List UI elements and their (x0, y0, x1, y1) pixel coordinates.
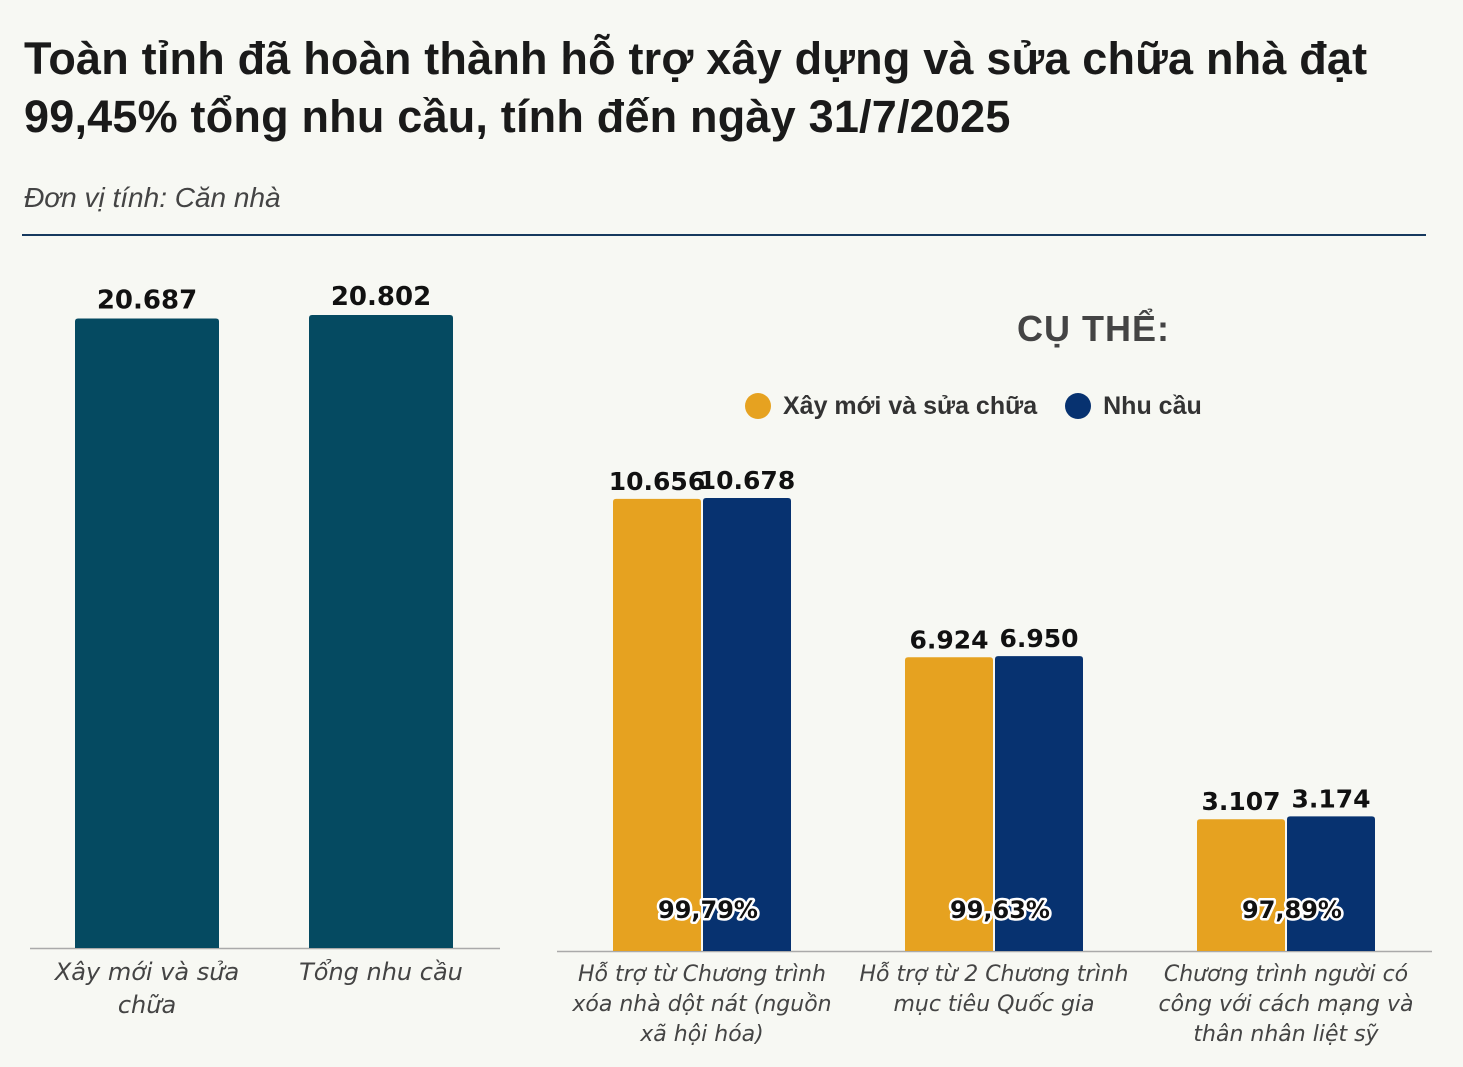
category-label-1-line-2: xóa nhà dột nát (nguồn (571, 992, 831, 1017)
legend-item-built: Xây mới và sửa chữa (745, 392, 1037, 421)
category-label-3-line-2: công với cách mạng và (1159, 992, 1414, 1017)
series-2-bar-3 (1287, 816, 1375, 951)
category-label-1-line-3: xã hội hóa) (639, 1022, 763, 1047)
category-label-3-line-3: thân nhân liệt sỹ (1193, 1022, 1379, 1047)
title-divider (22, 234, 1426, 236)
total-bar-2 (309, 315, 453, 948)
category-label-1-line-1: Hỗ trợ từ Chương trình (578, 961, 826, 987)
legend-item-demand: Nhu cầu (1065, 392, 1202, 421)
legend: Xây mới và sửa chữa Nhu cầu (745, 388, 1216, 424)
series-2-value-label-3: 3.174 (1291, 784, 1370, 813)
legend-label-demand: Nhu cầu (1103, 391, 1202, 420)
series-2-value-label-2: 6.950 (999, 624, 1078, 653)
total-bar-1 (75, 318, 219, 949)
series-1-bar-1 (613, 498, 701, 951)
percent-label-3: 97,89% (1242, 896, 1342, 924)
total-category-label-2-line-1: Tổng nhu cầu (299, 958, 463, 986)
percent-label-1: 99,79% (658, 896, 758, 924)
legend-swatch-demand (1065, 393, 1092, 419)
series-2-bar-2 (995, 656, 1083, 951)
total-value-label-1: 20.687 (97, 285, 197, 315)
category-label-2-line-1: Hỗ trợ từ 2 Chương trình (860, 961, 1129, 987)
series-2-bar-1 (703, 498, 791, 951)
series-2-value-label-1: 10.678 (699, 466, 795, 495)
unit-label: Đơn vị tính: Căn nhà (24, 182, 281, 213)
legend-label-built: Xây mới và sửa chữa (783, 391, 1038, 420)
detail-subtitle: CỤ THỂ: (1017, 308, 1170, 349)
chart-title: Toàn tỉnh đã hoàn thành hỗ trợ xây dựng … (24, 33, 1368, 142)
series-1-value-label-3: 3.107 (1201, 787, 1280, 816)
percent-label-2: 99,63% (950, 896, 1050, 924)
series-1-bar-3 (1197, 819, 1285, 951)
total-category-label-1-line-1: Xây mới và sửa (53, 958, 239, 986)
series-1-bar-2 (905, 657, 993, 951)
total-category-label-1-line-2: chữa (118, 991, 176, 1019)
total-value-label-2: 20.802 (331, 282, 431, 312)
series-1-value-label-1: 10.656 (609, 467, 705, 496)
category-label-3-line-1: Chương trình người có (1164, 962, 1408, 987)
legend-swatch-built (745, 393, 771, 419)
series-1-value-label-2: 6.924 (909, 625, 988, 654)
category-label-2-line-2: mục tiêu Quốc gia (893, 992, 1094, 1017)
